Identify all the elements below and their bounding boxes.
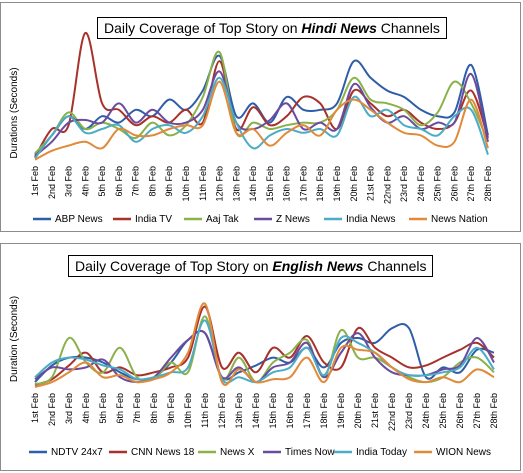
- english-y-axis-label: Duration (Seconds): [9, 296, 20, 382]
- legend-item: Times Now: [263, 447, 335, 458]
- x-tick-label: 23rd Feb: [404, 393, 414, 429]
- x-tick-label: 15th Feb: [268, 393, 278, 429]
- x-tick-label: 27th Feb: [466, 166, 476, 202]
- legend-label: India TV: [135, 214, 172, 225]
- x-tick-label: 28th Feb: [489, 393, 499, 429]
- x-tick-label: 7th Feb: [132, 393, 142, 424]
- x-tick-label: 9th Feb: [166, 393, 176, 424]
- x-tick-label: 3rd Feb: [64, 393, 74, 424]
- legend-item: NDTV 24x7: [29, 447, 103, 458]
- legend-label: CNN News 18: [131, 447, 195, 458]
- series-line-5: [34, 80, 489, 161]
- x-tick-label: 21st Feb: [366, 166, 376, 201]
- series-line-1: [34, 305, 495, 386]
- x-tick-label: 21st Feb: [370, 393, 380, 428]
- x-tick-label: 17th Feb: [298, 166, 308, 202]
- x-tick-label: 10th Feb: [181, 166, 191, 202]
- x-tick-label: 6th Feb: [114, 166, 124, 197]
- x-tick-label: 20th Feb: [349, 166, 359, 202]
- x-tick-label: 23rd Feb: [399, 166, 409, 202]
- legend-label: ABP News: [55, 214, 103, 225]
- legend-item: India News: [324, 214, 395, 225]
- x-tick-label: 19th Feb: [332, 166, 342, 202]
- legend-label: Aaj Tak: [206, 214, 240, 225]
- legend-label: News Nation: [431, 214, 488, 225]
- x-tick-label: 5th Feb: [97, 166, 107, 197]
- legend-item: Aaj Tak: [184, 214, 240, 225]
- x-tick-label: 2nd Feb: [47, 393, 57, 426]
- x-tick-label: 6th Feb: [115, 393, 125, 424]
- x-tick-label: 16th Feb: [282, 166, 292, 202]
- legend-label: India Today: [356, 447, 407, 458]
- x-tick-label: 8th Feb: [147, 166, 157, 197]
- hindi-chart-panel: 1st Feb 2nd Feb 3rd Feb 4th Feb 5th Feb 6th F…: [0, 2, 521, 232]
- legend-item: WION News: [414, 447, 491, 458]
- legend-label: Z News: [276, 214, 310, 225]
- x-tick-label: 11th Feb: [200, 393, 210, 428]
- x-tick-label: 24th Feb: [416, 166, 426, 202]
- x-tick-label: 28th Feb: [483, 166, 493, 202]
- x-tick-label: 15th Feb: [265, 166, 275, 202]
- x-tick-label: 12th Feb: [217, 393, 227, 429]
- x-tick-label: 7th Feb: [131, 166, 141, 197]
- x-tick-label: 20th Feb: [353, 393, 363, 429]
- x-tick-label: 1st Feb: [30, 166, 40, 196]
- x-tick-label: 26th Feb: [449, 166, 459, 202]
- x-tick-label: 25th Feb: [433, 166, 443, 202]
- x-tick-label: 14th Feb: [248, 166, 258, 202]
- x-tick-label: 4th Feb: [81, 393, 91, 424]
- x-tick-label: 5th Feb: [98, 393, 108, 424]
- legend-label: Times Now: [285, 447, 335, 458]
- x-tick-label: 2nd Feb: [47, 166, 57, 199]
- x-tick-label: 3rd Feb: [64, 166, 74, 197]
- series-line-1: [34, 31, 489, 158]
- x-tick-label: 12th Feb: [215, 166, 225, 202]
- x-tick-label: 9th Feb: [164, 166, 174, 197]
- x-tick-label: 18th Feb: [315, 166, 325, 202]
- legend-item: India Today: [334, 447, 407, 458]
- x-tick-label: 16th Feb: [285, 393, 295, 429]
- legend-item: News Nation: [409, 214, 488, 225]
- legend-item: ABP News: [33, 214, 103, 225]
- x-tick-label: 24th Feb: [421, 393, 431, 429]
- x-tick-label: 26th Feb: [455, 393, 465, 429]
- english-chart-title: Daily Coverage of Top Story on English N…: [68, 255, 434, 277]
- x-tick-label: 10th Feb: [183, 393, 193, 429]
- x-tick-label: 22nd Feb: [382, 166, 392, 204]
- x-tick-label: 14th Feb: [251, 393, 261, 429]
- x-tick-label: 19th Feb: [336, 393, 346, 429]
- hindi-chart-title: Daily Coverage of Top Story on Hindi New…: [97, 17, 447, 39]
- x-tick-label: 22nd Feb: [387, 393, 397, 431]
- english-chart-panel: 1st Feb 2nd Feb 3rd Feb 4th Feb 5th Feb 6th F…: [0, 243, 521, 471]
- x-tick-label: 27th Feb: [472, 393, 482, 429]
- english-chart-svg: 1st Feb 2nd Feb 3rd Feb 4th Feb 5th Feb 6th F…: [9, 296, 499, 458]
- legend-label: News X: [220, 447, 255, 458]
- hindi-chart-svg: 1st Feb 2nd Feb 3rd Feb 4th Feb 5th Feb 6th F…: [9, 31, 493, 225]
- x-tick-label: 8th Feb: [149, 393, 159, 424]
- series-line-4: [34, 319, 495, 384]
- legend-item: India TV: [113, 214, 172, 225]
- legend-label: India News: [346, 214, 395, 225]
- series-line-5: [34, 302, 495, 388]
- x-tick-label: 13th Feb: [234, 393, 244, 429]
- x-tick-label: 18th Feb: [319, 393, 329, 429]
- legend-label: WION News: [436, 447, 491, 458]
- legend-label: NDTV 24x7: [51, 447, 103, 458]
- legend-item: Z News: [254, 214, 310, 225]
- x-tick-label: 17th Feb: [302, 393, 312, 429]
- hindi-y-axis-label: Durations (Seconds): [9, 67, 20, 158]
- x-tick-label: 1st Feb: [30, 393, 40, 423]
- x-tick-label: 4th Feb: [80, 166, 90, 197]
- series-line-4: [34, 76, 489, 159]
- x-tick-label: 11th Feb: [198, 166, 208, 201]
- x-tick-label: 13th Feb: [231, 166, 241, 202]
- legend-item: CNN News 18: [109, 447, 195, 458]
- x-tick-label: 25th Feb: [438, 393, 448, 429]
- series-line-3: [34, 70, 489, 157]
- legend-item: News X: [198, 447, 255, 458]
